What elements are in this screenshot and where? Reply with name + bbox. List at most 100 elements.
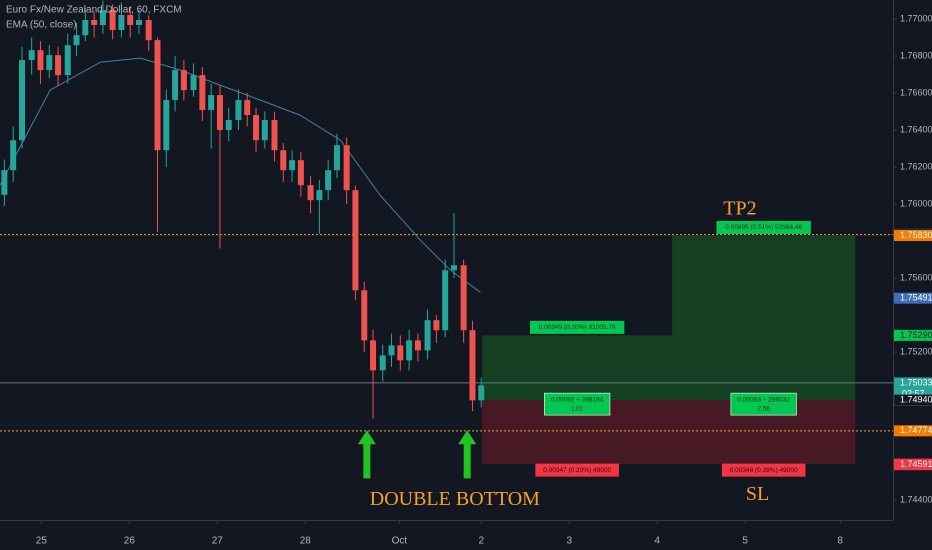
arrow bbox=[458, 430, 477, 479]
chart-title: Euro Fx/New Zealand Dollar, 60, FXCM bbox=[6, 5, 182, 16]
price-label-box bbox=[894, 459, 932, 471]
candle-body bbox=[289, 160, 296, 171]
price-countdown: 02:57 bbox=[902, 388, 925, 398]
candle-body bbox=[73, 35, 80, 46]
arrow bbox=[357, 430, 376, 479]
candle-body bbox=[352, 190, 359, 291]
ratio-label: 2.56 bbox=[757, 405, 770, 412]
candle-body bbox=[261, 120, 268, 141]
y-tick-label: 1.76000 bbox=[900, 198, 932, 208]
candle-body bbox=[37, 50, 44, 71]
price-label: 1.75830 bbox=[900, 230, 932, 240]
candle-body bbox=[216, 95, 223, 131]
price-label: 1.75491 bbox=[900, 293, 932, 303]
x-tick-label: 3 bbox=[566, 536, 572, 547]
candle-body bbox=[208, 95, 215, 111]
annotation: SL bbox=[746, 483, 769, 505]
candle-body bbox=[333, 145, 340, 171]
target-label-box bbox=[716, 220, 811, 234]
candle-body bbox=[297, 160, 304, 186]
candle-body bbox=[127, 14, 134, 25]
candle-body bbox=[280, 150, 287, 171]
x-tick-label: 25 bbox=[36, 536, 48, 547]
candle-body bbox=[424, 320, 431, 351]
candle-body bbox=[397, 345, 404, 361]
x-tick-label: 2 bbox=[478, 536, 484, 547]
candle-body bbox=[118, 14, 125, 30]
candle-body bbox=[154, 40, 161, 151]
target-label: 0.00349 (0.20%) 31005.76 bbox=[539, 324, 616, 331]
candle-body bbox=[316, 190, 323, 201]
candle-body bbox=[55, 55, 62, 76]
ratio-label-box bbox=[544, 392, 611, 416]
price-label: 1.74591 bbox=[900, 459, 932, 469]
y-tick-label: 1.76400 bbox=[900, 124, 932, 134]
x-tick-label: Oct bbox=[392, 536, 408, 547]
annotation: TP2 bbox=[723, 198, 756, 220]
candle-body bbox=[433, 320, 440, 331]
candle-body bbox=[28, 50, 35, 61]
candle-body bbox=[136, 19, 143, 25]
ratio-label: 1.01 bbox=[571, 405, 584, 412]
candle-body bbox=[478, 385, 485, 401]
price-label-box bbox=[894, 329, 932, 341]
candle-body bbox=[109, 9, 116, 30]
price-label: 1.75290 bbox=[900, 330, 932, 340]
stop-label: 0.00347 (0.20%) 49000 bbox=[543, 467, 611, 474]
ratio-label-box bbox=[730, 392, 797, 416]
candle-body bbox=[442, 270, 449, 331]
candle-body bbox=[199, 75, 206, 111]
x-tick-label: 4 bbox=[654, 536, 660, 547]
x-tick-label: 27 bbox=[212, 536, 224, 547]
candle-body bbox=[361, 290, 368, 341]
y-tick-label: 1.76600 bbox=[900, 87, 932, 97]
target-label: 0.00895 (0.51%) 52564.46 bbox=[725, 224, 802, 231]
candle-body bbox=[82, 19, 89, 36]
candle-body bbox=[406, 340, 413, 361]
candle-body bbox=[10, 140, 17, 171]
y-tick-label: 1.74400 bbox=[900, 494, 932, 504]
candle-body bbox=[379, 355, 386, 371]
stop-label-box bbox=[535, 463, 619, 477]
y-tick-label: 1.75200 bbox=[900, 346, 932, 356]
candle-body bbox=[235, 100, 242, 121]
candle-body bbox=[172, 70, 179, 101]
x-tick-label: 5 bbox=[742, 536, 748, 547]
price-label-box bbox=[894, 292, 932, 304]
candle-body bbox=[99, 9, 106, 25]
candle-body bbox=[225, 120, 232, 131]
candle-body bbox=[180, 70, 187, 91]
price-label-box bbox=[894, 377, 932, 400]
x-tick-label: 28 bbox=[300, 536, 312, 547]
indicator-label: EMA (50, close) bbox=[6, 20, 77, 31]
price-label: 1.74940 bbox=[900, 395, 932, 405]
candle-body bbox=[343, 145, 350, 191]
price-label-box bbox=[894, 425, 932, 437]
candle-body bbox=[414, 340, 421, 351]
y-tick-label: 1.76200 bbox=[900, 161, 932, 171]
target-zone bbox=[672, 235, 856, 401]
y-tick-label: 1.76800 bbox=[900, 50, 932, 60]
price-label-box bbox=[893, 394, 932, 406]
candle-body bbox=[253, 115, 260, 141]
candle-body bbox=[469, 330, 476, 401]
candle-body bbox=[18, 60, 25, 141]
x-tick-label: 26 bbox=[124, 536, 136, 547]
target-zone bbox=[482, 335, 673, 401]
candle-body bbox=[244, 100, 251, 116]
target-label-box bbox=[529, 320, 625, 334]
candle-body bbox=[307, 185, 314, 201]
candle-body bbox=[145, 19, 152, 41]
price-label: 1.74774 bbox=[900, 425, 932, 435]
ema-line bbox=[0, 57, 481, 293]
price-label: 1.75033 bbox=[900, 377, 932, 387]
candle-body bbox=[190, 75, 197, 91]
candle-body bbox=[325, 170, 332, 191]
y-tick-label: 1.77000 bbox=[900, 13, 932, 23]
candle-body bbox=[460, 265, 467, 331]
stop-label: 0.00346 (0.39%) 49000 bbox=[730, 467, 798, 474]
stop-label-box bbox=[721, 463, 806, 477]
ratio-label: 0.00093 ÷ 286532 bbox=[737, 396, 790, 403]
